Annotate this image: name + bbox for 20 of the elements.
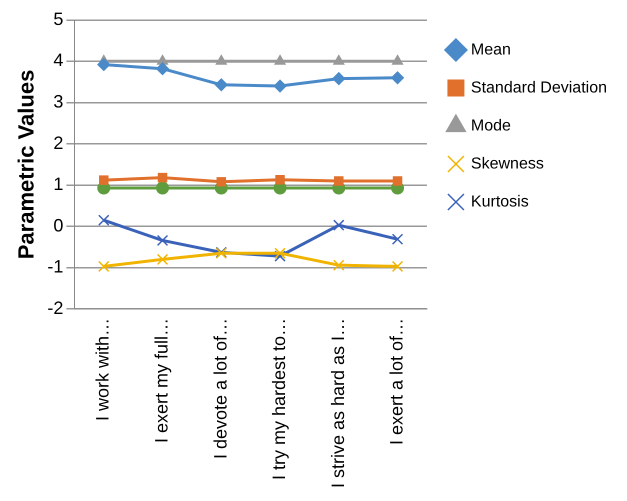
y-tick-label: -2 xyxy=(47,298,64,318)
x-tick-label: I work with… xyxy=(92,318,113,421)
y-tick-label: 1 xyxy=(53,174,64,194)
x-tick-label: I exert a lot of… xyxy=(386,318,407,446)
x-tick-label: I try my hardest to… xyxy=(269,318,290,480)
x-tick-label: I strive as hard as I… xyxy=(328,318,348,488)
legend-label: Mean xyxy=(470,41,511,58)
x-tick-label: I devote a lot of… xyxy=(210,318,230,460)
y-tick-label: 5 xyxy=(53,8,64,29)
legend-label: Standard Deviation xyxy=(470,79,608,96)
y-tick-label: 4 xyxy=(53,50,64,70)
y-axis-title: Parametric Values xyxy=(13,70,38,260)
y-tick-label: 0 xyxy=(53,215,64,236)
y-tick-label: -1 xyxy=(47,256,64,277)
legend-label: Skewness xyxy=(470,155,544,172)
x-tick-label: I exert my full… xyxy=(152,318,172,443)
legend-label: Mode xyxy=(470,117,512,134)
legend-label: Kurtosis xyxy=(470,193,529,210)
y-tick-label: 2 xyxy=(53,132,64,153)
y-tick-label: 3 xyxy=(53,92,64,112)
